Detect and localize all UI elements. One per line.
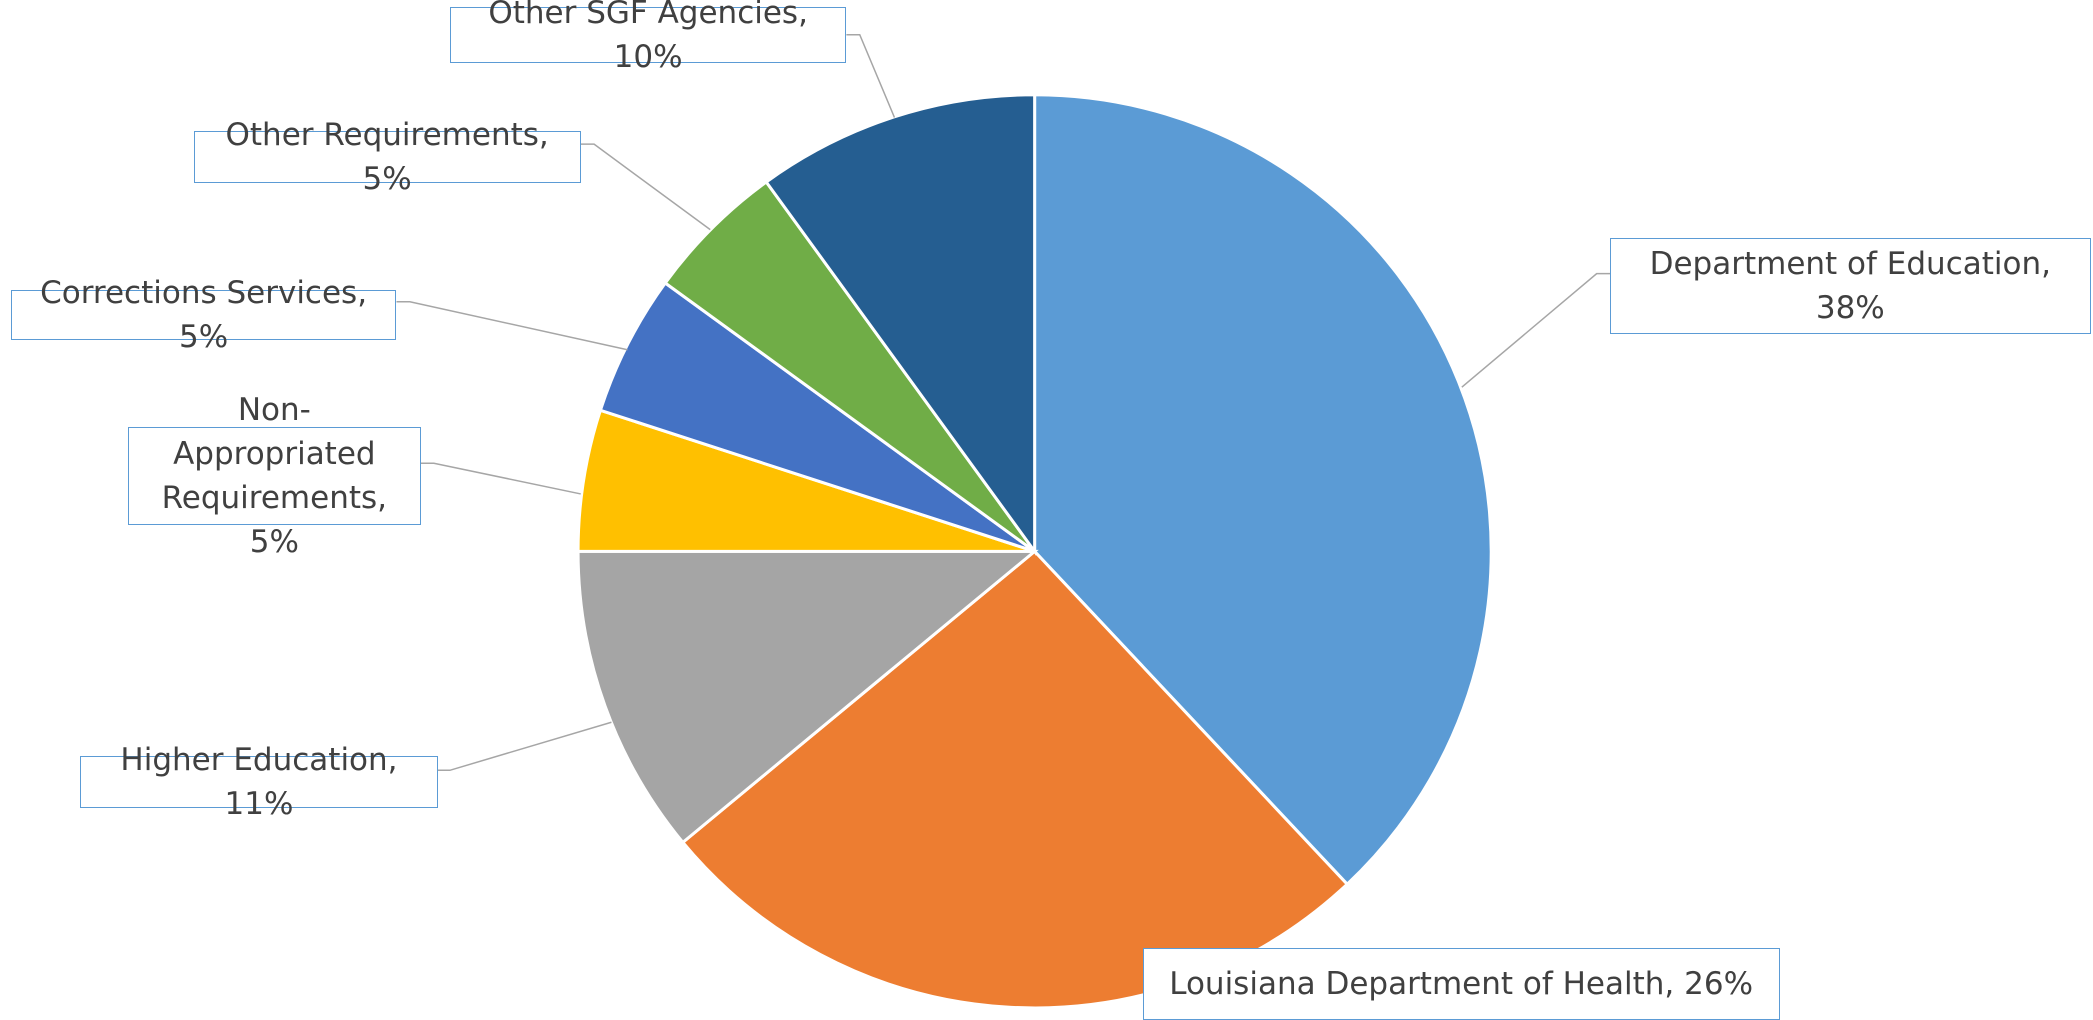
data-label-text: Higher Education, 11% [120, 741, 398, 822]
data-label-text: Corrections Services, 5% [40, 275, 368, 356]
data-label: Department of Education, 38% [1610, 237, 2091, 334]
data-label-text: Non-Appropriated Requirements, 5% [161, 391, 388, 560]
data-label-text: Louisiana Department of Health, 26% [1169, 965, 1754, 1002]
data-label-text: Other Requirements, 5% [225, 116, 549, 197]
pie-slice [598, 280, 1036, 553]
pie-slice [663, 179, 1036, 553]
data-label-text: Other SGF Agencies, 10% [488, 0, 808, 75]
data-label: Louisiana Department of Health, 26% [1142, 947, 1780, 1020]
leader-line [846, 33, 896, 118]
pie-slice [1033, 93, 1493, 887]
leader-line [1461, 272, 1611, 388]
leader-line [420, 462, 581, 495]
leader-line [580, 143, 711, 231]
pie-slice [576, 408, 1036, 553]
data-label: Non-Appropriated Requirements, 5% [128, 392, 421, 560]
data-label: Other SGF Agencies, 10% [449, 0, 847, 75]
pie-slice [680, 549, 1350, 1010]
leader-line [437, 721, 612, 772]
pie-slice [576, 549, 1039, 845]
data-label: Corrections Services, 5% [10, 275, 397, 355]
leader-line [396, 300, 628, 351]
data-label: Other Requirements, 5% [193, 117, 581, 197]
data-label-text: Department of Education, 38% [1649, 245, 2051, 326]
data-label: Higher Education, 11% [80, 742, 438, 822]
